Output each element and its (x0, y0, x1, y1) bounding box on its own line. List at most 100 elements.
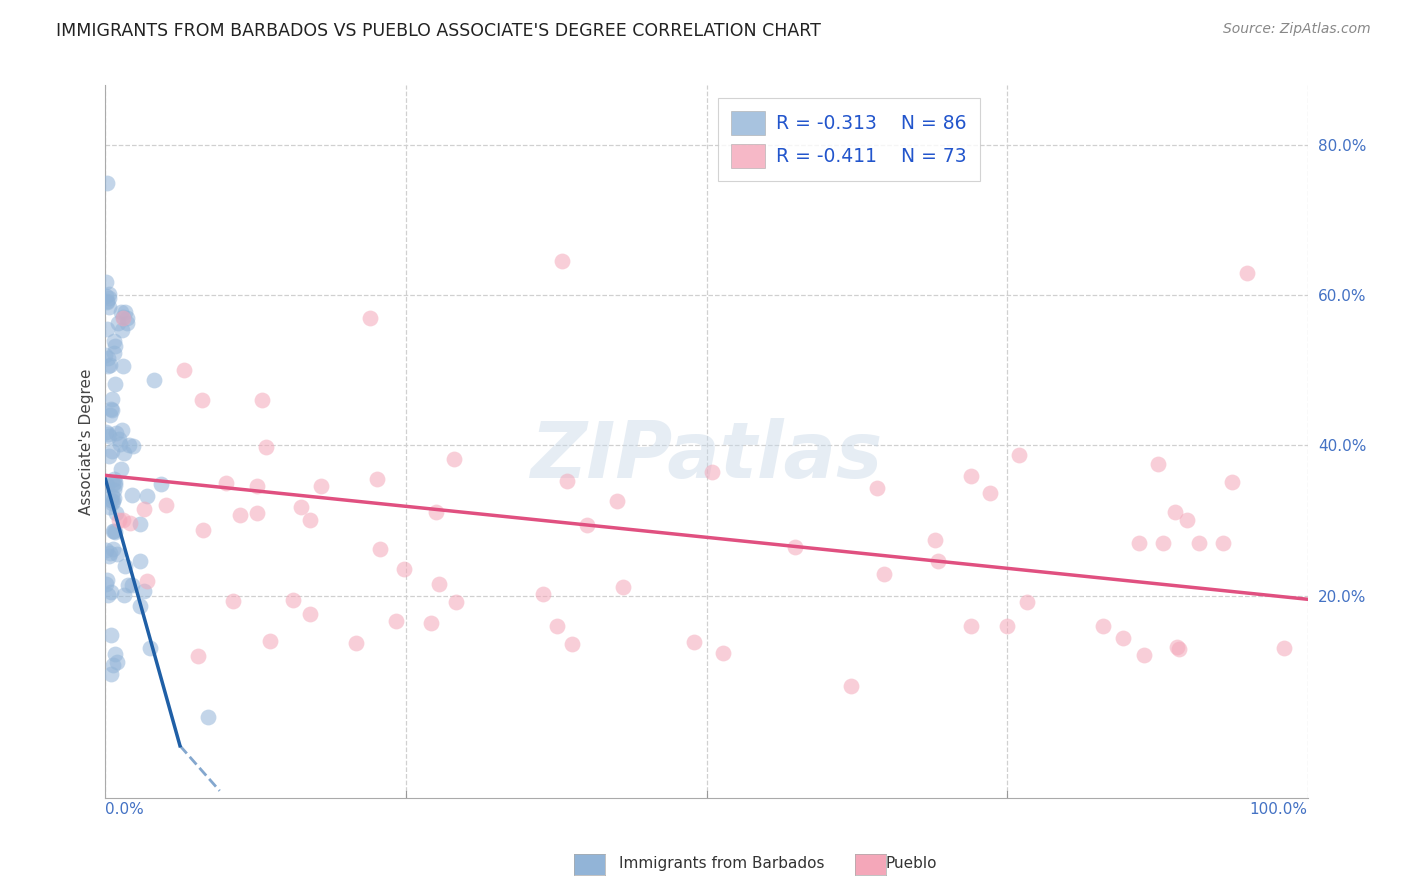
Point (128, 554, 150, 568)
Point (114, 558, 136, 573)
Point (97, 287, 120, 301)
Point (384, 614, 406, 628)
Text: Immigrants from Barbados: Immigrants from Barbados (619, 856, 824, 871)
Point (98, 546, 121, 560)
Point (118, 516, 141, 530)
Point (344, 636, 367, 650)
Point (1152, 536, 1174, 550)
Point (924, 533, 946, 548)
Point (444, 595, 467, 609)
Point (250, 393, 273, 408)
Point (105, 425, 128, 440)
Point (111, 310, 134, 324)
Point (100, 585, 122, 599)
Point (1168, 642, 1191, 657)
Point (103, 491, 125, 506)
Point (1092, 618, 1115, 632)
Point (1175, 513, 1198, 527)
Point (129, 599, 152, 613)
Point (117, 310, 139, 325)
Point (94, 348, 117, 362)
Point (960, 618, 983, 632)
Point (612, 581, 634, 595)
Point (872, 566, 894, 581)
Point (100, 667, 122, 681)
Point (713, 646, 735, 660)
Point (283, 593, 305, 607)
Point (105, 547, 128, 561)
Point (575, 518, 598, 533)
Point (97, 588, 120, 602)
Point (100, 496, 122, 510)
Point (98, 408, 121, 422)
Point (96, 477, 118, 491)
Point (108, 513, 131, 527)
Point (110, 304, 132, 318)
Point (129, 516, 152, 531)
Point (139, 641, 162, 656)
Point (101, 524, 124, 539)
Point (103, 346, 125, 360)
Point (98, 358, 121, 372)
Point (254, 440, 277, 454)
Point (96, 294, 118, 309)
Point (394, 562, 416, 576)
Point (531, 587, 554, 601)
Point (103, 524, 125, 538)
Point (546, 618, 568, 632)
Text: IMMIGRANTS FROM BARBADOS VS PUEBLO ASSOCIATE'S DEGREE CORRELATION CHART: IMMIGRANTS FROM BARBADOS VS PUEBLO ASSOC… (56, 22, 821, 40)
Point (108, 437, 131, 451)
Point (309, 479, 332, 493)
Point (246, 479, 269, 493)
Point (1188, 536, 1211, 550)
Point (96, 294, 118, 309)
Point (173, 363, 195, 377)
Point (94, 577, 117, 591)
Point (298, 513, 321, 527)
Point (149, 477, 172, 491)
Point (96, 351, 118, 365)
Point (561, 637, 583, 651)
Point (101, 443, 124, 458)
Point (104, 647, 127, 661)
Point (1008, 449, 1031, 463)
Point (97, 301, 120, 315)
Point (104, 475, 127, 489)
Point (112, 513, 135, 527)
Point (107, 432, 129, 446)
Point (555, 474, 578, 488)
Point (1015, 595, 1038, 609)
Point (221, 594, 243, 608)
Point (425, 505, 447, 519)
Point (551, 254, 574, 268)
Point (214, 475, 236, 490)
Point (96, 425, 118, 440)
Point (229, 508, 252, 522)
Point (839, 679, 862, 693)
Point (866, 481, 889, 495)
Point (155, 499, 177, 513)
Point (101, 402, 124, 417)
Point (1166, 640, 1188, 654)
Point (111, 323, 134, 337)
Point (94, 289, 117, 303)
Point (700, 465, 723, 479)
Point (606, 494, 628, 508)
Point (94, 275, 117, 289)
Point (995, 618, 1018, 632)
Point (97, 449, 120, 463)
Point (107, 316, 129, 330)
Point (1111, 631, 1133, 645)
Point (683, 635, 706, 649)
Point (1212, 536, 1234, 550)
Point (103, 542, 125, 557)
Point (98, 500, 121, 514)
Point (105, 655, 128, 669)
Point (132, 583, 155, 598)
Point (190, 393, 212, 408)
Point (368, 542, 391, 557)
Text: 0.0%: 0.0% (105, 802, 145, 817)
Point (98, 429, 121, 443)
Point (112, 445, 135, 459)
Point (101, 493, 124, 508)
